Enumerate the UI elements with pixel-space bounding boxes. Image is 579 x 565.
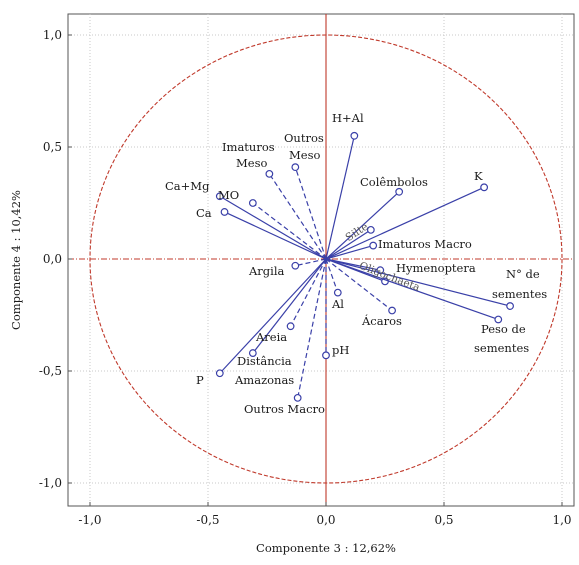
- vector-point-outros-macro: [293, 393, 302, 402]
- tick-labels: -1,0 -0,5 0,0 0,5 1,0 1,0 0,5 0,0 -0,5 -1,0: [39, 28, 572, 527]
- vector-point-al: [333, 288, 342, 297]
- label-distancia-amazonas: Distância Amazonas: [234, 354, 294, 387]
- x-tick-label: 0,0: [316, 513, 335, 527]
- vector-argila: [295, 258, 327, 267]
- label-al: Al: [331, 297, 344, 311]
- vector-ca: [224, 211, 327, 260]
- label-areia: Areia: [255, 330, 287, 344]
- vector-point-k: [480, 183, 489, 192]
- vector-point-p: [215, 369, 224, 378]
- vector-point-h-al: [350, 131, 359, 140]
- y-tick-label: 0,0: [43, 252, 62, 266]
- y-axis-title: Componente 4 : 10,42%: [9, 190, 23, 330]
- vector-distancia-amazonas: [252, 258, 327, 354]
- vector-n-de-sementes: [325, 258, 511, 307]
- vector-point-ca: [220, 208, 229, 216]
- vector-ca-mg: [219, 195, 327, 260]
- label-ca-mg: Ca+Mg: [165, 179, 210, 193]
- vector-point-silte: [366, 225, 375, 234]
- label-mo: MO: [218, 188, 239, 202]
- label-colembolos: Colêmbolos: [360, 175, 428, 189]
- label-n-de-sementes: N° de sementes: [492, 267, 547, 301]
- label-h-al: H+Al: [332, 111, 364, 125]
- x-tick-label: 1,0: [552, 513, 571, 527]
- vector-colembolos: [325, 191, 400, 260]
- label-ca: Ca: [196, 206, 212, 220]
- vector-point-argila: [291, 261, 300, 270]
- vector-point-n-de-sementes: [506, 302, 514, 310]
- vector-al: [325, 258, 339, 293]
- vector-point-outros-meso: [291, 163, 300, 172]
- vector-point-colembolos: [395, 187, 404, 196]
- vector-imaturos-macro: [325, 244, 374, 260]
- variable-vectors: [215, 131, 514, 402]
- vector-acaros: [325, 258, 393, 311]
- vector-areia: [290, 258, 327, 327]
- vector-mo: [252, 202, 327, 260]
- vector-point-ca-mg: [215, 192, 224, 201]
- vector-h-al: [325, 135, 355, 260]
- label-acaros: Ácaros: [361, 314, 402, 328]
- vector-point-imaturos-meso: [265, 169, 274, 178]
- vector-k: [325, 186, 485, 260]
- label-imaturos-meso: Imaturos Meso: [222, 140, 275, 170]
- label-peso-de-sementes: Peso de sementes: [474, 322, 529, 355]
- y-tick-label: -0,5: [39, 364, 62, 378]
- y-tick-label: 0,5: [43, 140, 62, 154]
- vector-point-imaturos-macro: [369, 241, 378, 250]
- vector-peso-de-sementes: [325, 258, 499, 321]
- vector-point-mo: [248, 199, 257, 207]
- vector-point-distancia-amazonas: [248, 349, 257, 357]
- x-tick-label: -1,0: [78, 513, 101, 527]
- vector-outros-meso: [294, 166, 327, 260]
- label-ph: pH: [332, 343, 349, 357]
- x-tick-label: 0,5: [434, 513, 453, 527]
- vector-point-acaros: [388, 306, 396, 315]
- label-p: P: [196, 373, 204, 387]
- vector-point-peso-de-sementes: [494, 315, 503, 324]
- vector-point-ph: [322, 351, 330, 360]
- plot-frame: [67, 13, 575, 507]
- label-imaturos-macro: Imaturos Macro: [378, 237, 472, 251]
- y-tick-label: 1,0: [43, 28, 62, 42]
- vector-silte: [325, 229, 372, 260]
- vector-point-areia: [286, 322, 295, 331]
- label-hymenoptera: Hymenoptera: [396, 261, 476, 275]
- x-tick-label: -0,5: [196, 513, 219, 527]
- vector-imaturos-meso: [268, 173, 327, 260]
- label-k: K: [474, 169, 483, 183]
- label-outros-macro: Outros Macro: [244, 402, 325, 416]
- vector-p: [219, 258, 327, 374]
- x-axis-title: Componente 3 : 12,62%: [256, 541, 396, 555]
- label-argila: Argila: [248, 264, 285, 278]
- label-outros-meso: Outros Meso: [284, 131, 324, 162]
- y-tick-label: -1,0: [39, 476, 62, 490]
